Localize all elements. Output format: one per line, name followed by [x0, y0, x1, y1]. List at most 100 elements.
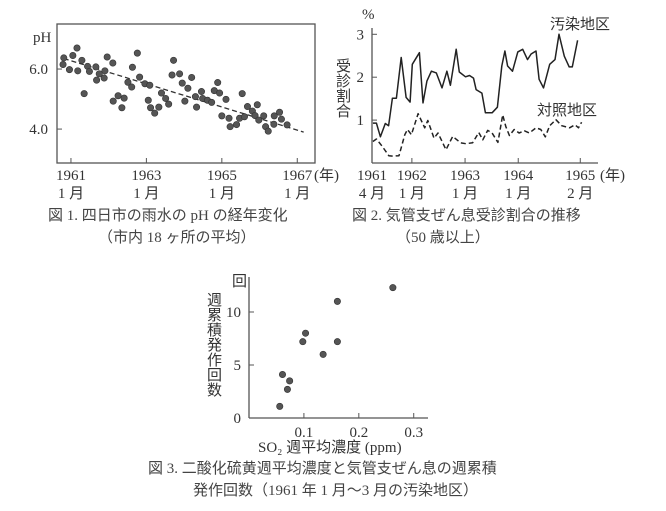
data-point [243, 103, 251, 111]
fig3-x-label: SO₂ 週平均濃度 (ppm) [258, 439, 402, 456]
data-point [74, 67, 82, 75]
fig3-y-unit: 回 [232, 273, 247, 290]
fig2-y-unit: % [362, 7, 375, 23]
fig2-caption-subtitle: （50 歳以上） [396, 229, 490, 246]
data-point [260, 112, 268, 120]
data-point [124, 78, 132, 86]
data-point [214, 79, 222, 87]
data-point [120, 94, 128, 102]
fig1-caption-title: 図 1. 四日市の雨水の pH の経年変化 [48, 207, 288, 224]
data-point [60, 54, 68, 62]
trend-line [63, 57, 304, 133]
data-point [109, 59, 117, 67]
y-tick-label: 10 [226, 305, 241, 321]
x-tick-label: 1965 [565, 168, 595, 184]
fig1-y-label: pH [33, 30, 52, 46]
y-tick-label: 3 [357, 27, 365, 43]
data-point [225, 114, 233, 122]
series-line-polluted [372, 33, 579, 138]
data-point [283, 121, 291, 129]
data-point [276, 402, 284, 410]
x-tick-label: 0.3 [404, 425, 423, 441]
x-tick-sublabel: 1 月 [452, 186, 478, 202]
data-point [253, 101, 261, 109]
data-point [95, 70, 103, 78]
y-tick-label: 2 [357, 70, 365, 86]
series-line-control [372, 112, 583, 157]
data-point [92, 63, 100, 71]
data-point [270, 120, 278, 128]
data-point [216, 89, 224, 97]
data-point [170, 56, 178, 64]
data-point [118, 104, 126, 112]
legend-polluted-area: 汚染地区 [550, 16, 610, 33]
data-point [144, 96, 152, 104]
data-point [270, 112, 278, 120]
x-tick-label: 1965 [207, 168, 237, 184]
data-point [100, 74, 108, 82]
data-point [101, 67, 109, 75]
x-tick-label: 1961 [56, 168, 86, 184]
data-point [147, 104, 155, 112]
x-tick-label: 1961 [357, 168, 387, 184]
data-point [184, 84, 192, 92]
data-point [65, 66, 73, 74]
data-point [162, 94, 170, 102]
data-point [93, 76, 101, 84]
data-point [286, 377, 294, 385]
x-tick-label: 1964 [503, 168, 534, 184]
fig1-frame [56, 23, 316, 164]
data-point [155, 103, 163, 111]
data-point [226, 123, 234, 131]
data-point [302, 329, 310, 337]
data-point [128, 83, 136, 91]
data-point [197, 88, 205, 96]
data-point [59, 61, 67, 69]
data-point [240, 113, 248, 121]
data-point [255, 116, 263, 124]
data-point [233, 121, 241, 129]
y-tick-label: 4.0 [29, 122, 48, 138]
x-tick-sublabel: 1 月 [284, 186, 310, 202]
data-point [103, 53, 111, 61]
data-point [114, 92, 122, 100]
figure-2-asthma-rate-chart: % 受診割合 (年) 汚染地区 対照地区 1 2 3 1961 4 月 1962 1 月 19… [334, 7, 625, 246]
data-point [222, 95, 230, 103]
data-point [193, 103, 201, 111]
data-point [299, 338, 307, 346]
y-tick-label: 6.0 [29, 62, 48, 78]
data-point [278, 371, 286, 379]
figure-1-ph-chart: pH (年) 6.0 4.0 1961 1 月 1963 1 月 1965 1 月 1967 1 … [29, 23, 339, 246]
data-point [251, 112, 259, 120]
fig2-x-unit: (年) [600, 167, 625, 184]
data-point [109, 97, 117, 105]
data-point [389, 284, 397, 292]
data-point [188, 73, 196, 81]
x-tick-label: 1963 [131, 168, 161, 184]
x-tick-sublabel: 1 月 [133, 186, 159, 202]
data-point [73, 44, 81, 52]
x-tick-sublabel: 2 月 [567, 186, 593, 202]
y-tick-label: 5 [234, 358, 242, 374]
data-point [191, 93, 199, 101]
x-tick-sublabel: 1 月 [399, 186, 425, 202]
x-tick-label: 0.2 [349, 425, 368, 441]
data-point [264, 127, 272, 135]
fig2-caption-title: 図 2. 気管支ぜん息受診割合の推移 [352, 207, 581, 224]
x-tick-label: 1963 [450, 168, 480, 184]
data-point [146, 81, 154, 89]
x-tick-sublabel: 1 月 [209, 186, 235, 202]
x-tick-label: 1962 [397, 168, 427, 184]
data-point [238, 90, 246, 98]
data-point [276, 108, 284, 116]
fig3-caption-title: 図 3. 二酸化硫黄週平均濃度と気管支ぜん息の週累積 [148, 460, 497, 477]
fig1-x-unit: (年) [314, 167, 339, 184]
x-tick-sublabel: 4 月 [359, 186, 385, 202]
fig3-caption-subtitle: 発作回数（1961 年 1 月～3 月の汚染地区） [193, 482, 478, 499]
data-point [319, 350, 327, 358]
x-tick-sublabel: 1 月 [58, 186, 84, 202]
data-point [80, 90, 88, 98]
data-point [151, 109, 159, 117]
data-point [78, 56, 86, 64]
